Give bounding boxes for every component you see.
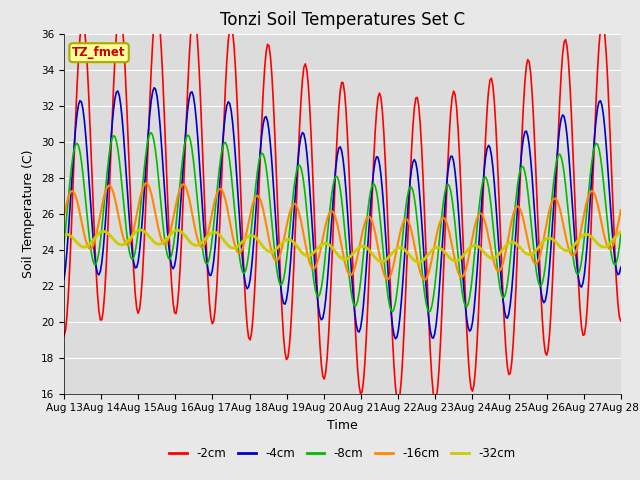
-8cm (60, 241, 68, 247)
-2cm (97, 317, 104, 323)
Legend: -2cm, -4cm, -8cm, -16cm, -32cm: -2cm, -4cm, -8cm, -16cm, -32cm (164, 443, 520, 465)
-16cm (60, 213, 68, 219)
-2cm (543, 352, 550, 358)
-2cm (79, 19, 87, 25)
-4cm (460, 285, 468, 291)
-2cm (394, 399, 402, 405)
Text: TZ_fmet: TZ_fmet (72, 46, 126, 59)
-16cm (348, 272, 356, 277)
-4cm (543, 291, 550, 297)
-16cm (79, 226, 87, 231)
Line: -4cm: -4cm (64, 88, 621, 339)
-32cm (415, 259, 422, 265)
-32cm (460, 252, 468, 258)
-16cm (420, 277, 428, 283)
-32cm (617, 229, 625, 235)
-16cm (97, 211, 104, 217)
-4cm (60, 276, 68, 282)
-8cm (617, 232, 625, 238)
-4cm (150, 85, 158, 91)
-32cm (616, 230, 623, 236)
Line: -8cm: -8cm (64, 132, 621, 312)
Y-axis label: Soil Temperature (C): Soil Temperature (C) (22, 149, 35, 278)
-8cm (147, 130, 155, 135)
Title: Tonzi Soil Temperatures Set C: Tonzi Soil Temperatures Set C (220, 11, 465, 29)
-4cm (392, 336, 399, 342)
-16cm (543, 220, 550, 226)
-32cm (97, 229, 104, 235)
-2cm (153, 4, 161, 10)
-8cm (348, 294, 356, 300)
-4cm (79, 106, 87, 112)
-8cm (79, 171, 87, 177)
-4cm (617, 264, 625, 270)
-8cm (543, 252, 550, 257)
-2cm (616, 314, 623, 320)
-8cm (616, 244, 623, 250)
-32cm (79, 244, 87, 250)
-8cm (460, 299, 468, 304)
-4cm (616, 271, 623, 276)
-2cm (348, 240, 356, 245)
Line: -16cm: -16cm (64, 183, 621, 280)
-4cm (97, 268, 104, 274)
-16cm (616, 215, 623, 220)
-32cm (348, 252, 356, 258)
-16cm (143, 180, 150, 186)
-2cm (60, 333, 68, 339)
X-axis label: Time: Time (327, 419, 358, 432)
-4cm (348, 275, 356, 281)
-16cm (617, 207, 625, 213)
-32cm (137, 227, 145, 233)
-32cm (543, 236, 550, 241)
-16cm (460, 272, 468, 278)
-2cm (460, 258, 468, 264)
-32cm (60, 232, 68, 238)
-2cm (617, 318, 625, 324)
-8cm (425, 309, 433, 315)
-8cm (97, 239, 104, 244)
Line: -2cm: -2cm (64, 7, 621, 402)
Line: -32cm: -32cm (64, 230, 621, 262)
